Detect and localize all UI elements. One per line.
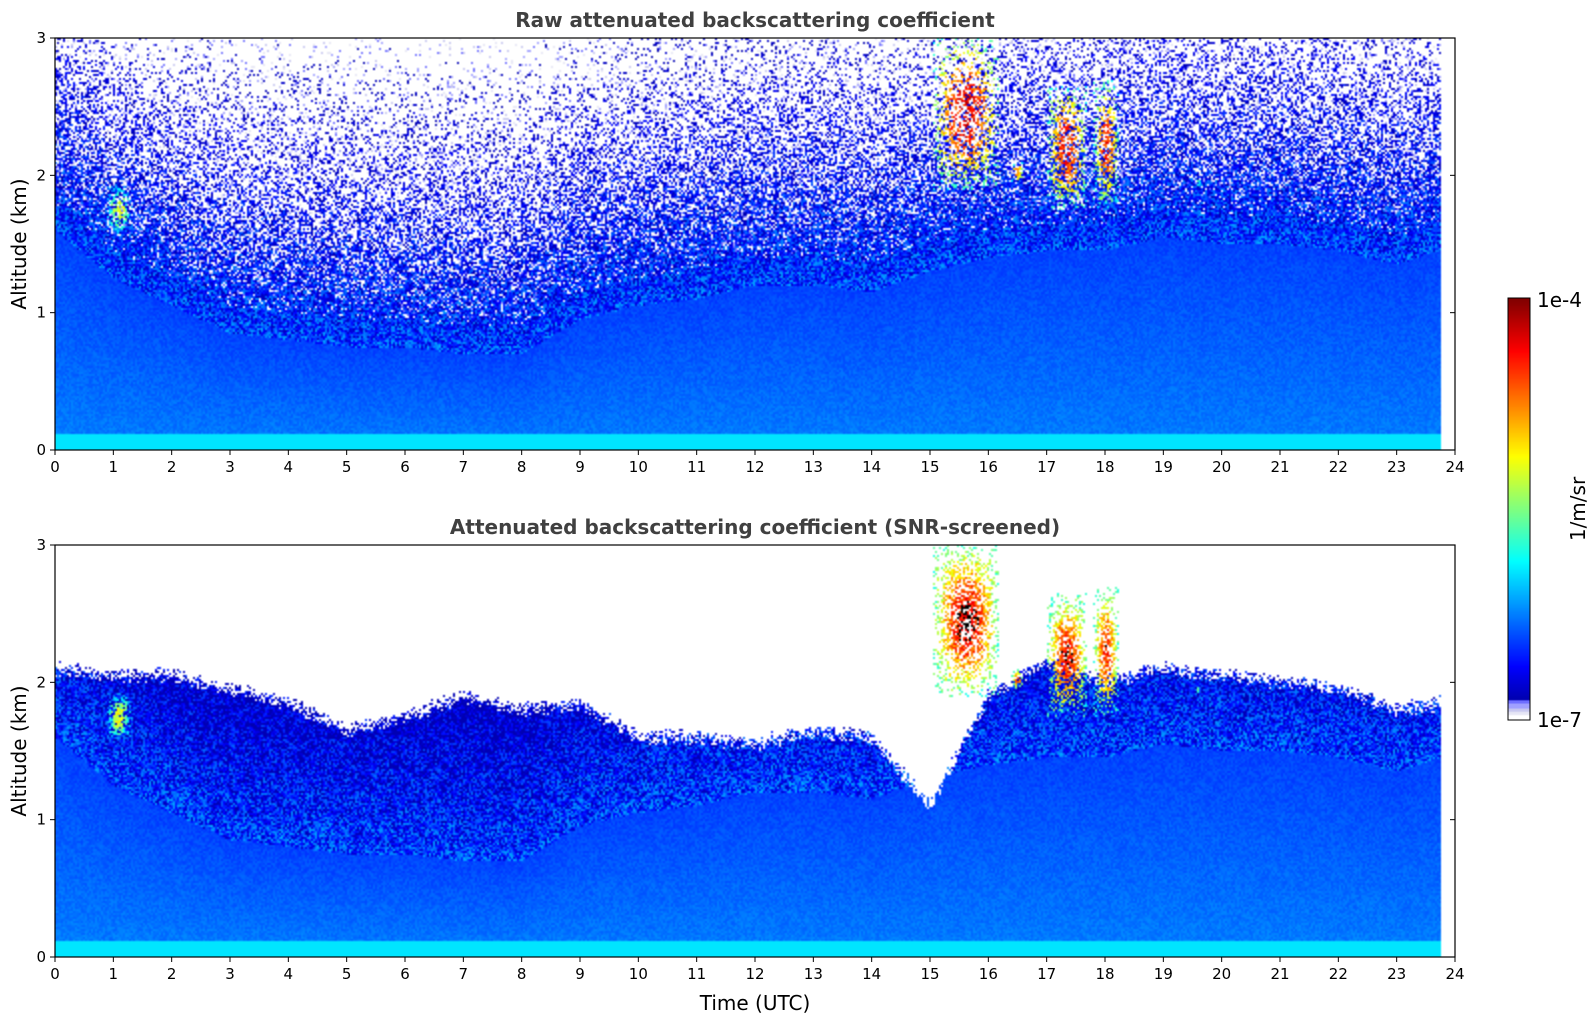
- x-tick-label: 11: [687, 458, 706, 476]
- colorbar-label: 1/m/sr: [1566, 476, 1590, 541]
- x-axis: 0 1 2 3 4 5 6 7 8 9 10 11 12 13 14 15 16 17 18 19 20 21 22 23 24: [50, 957, 1465, 983]
- y-axis-label: Altitude (km): [7, 685, 31, 816]
- x-tick-label: 0: [50, 458, 60, 476]
- x-tick-label: 2: [167, 965, 177, 983]
- x-tick-label: 24: [1445, 965, 1464, 983]
- heatmap-image: [55, 545, 1455, 957]
- x-tick-label: 3: [225, 458, 235, 476]
- x-tick-label: 12: [745, 458, 764, 476]
- x-tick-label: 23: [1387, 458, 1406, 476]
- x-tick-label: 3: [225, 965, 235, 983]
- x-tick-label: 6: [400, 458, 410, 476]
- y-axis: 0 1 2 3: [36, 29, 1455, 459]
- x-tick-label: 16: [979, 965, 998, 983]
- x-tick-label: 7: [459, 965, 469, 983]
- y-tick-label: 0: [36, 948, 46, 966]
- x-tick-label: 0: [50, 965, 60, 983]
- x-tick-label: 20: [1212, 458, 1231, 476]
- x-tick-label: 4: [284, 458, 294, 476]
- x-tick-label: 14: [862, 458, 881, 476]
- x-tick-label: 13: [804, 458, 823, 476]
- colorbar-gradient: [1508, 298, 1530, 720]
- x-tick-label: 17: [1037, 458, 1056, 476]
- x-axis: 0 1 2 3 4 5 6 7 8 9 10 11 12 13 14 15 16 17 18 19 20 21 22 23 24: [50, 450, 1465, 476]
- y-tick-label: 1: [36, 811, 46, 829]
- x-tick-label: 7: [459, 458, 469, 476]
- plot-area: [54, 37, 1456, 451]
- y-axis: 0 1 2 3: [36, 536, 1455, 966]
- x-tick-label: 11: [687, 965, 706, 983]
- x-tick-label: 5: [342, 965, 352, 983]
- panel-screened: Attenuated backscattering coefficient (S…: [7, 515, 1465, 1015]
- x-tick-label: 8: [517, 965, 527, 983]
- y-tick-label: 2: [36, 673, 46, 691]
- y-axis-label: Altitude (km): [7, 178, 31, 309]
- x-tick-label: 22: [1329, 458, 1348, 476]
- colorbar-min-label: 1e-7: [1537, 708, 1582, 732]
- x-tick-label: 18: [1095, 458, 1114, 476]
- colorbar-max-label: 1e-4: [1537, 288, 1582, 312]
- x-tick-label: 6: [400, 965, 410, 983]
- x-tick-label: 21: [1270, 458, 1289, 476]
- x-tick-label: 15: [920, 965, 939, 983]
- x-tick-label: 23: [1387, 965, 1406, 983]
- x-tick-label: 2: [167, 458, 177, 476]
- chart-title: Attenuated backscattering coefficient (S…: [450, 515, 1060, 539]
- x-tick-label: 22: [1329, 965, 1348, 983]
- x-tick-label: 4: [284, 965, 294, 983]
- x-tick-label: 8: [517, 458, 527, 476]
- x-tick-label: 24: [1445, 458, 1464, 476]
- x-tick-label: 1: [109, 965, 119, 983]
- y-tick-label: 3: [36, 536, 46, 554]
- x-tick-label: 14: [862, 965, 881, 983]
- panel-raw: Raw attenuated backscattering coefficien…: [7, 8, 1465, 476]
- x-tick-label: 15: [920, 458, 939, 476]
- y-tick-label: 0: [36, 441, 46, 459]
- chart-title: Raw attenuated backscattering coefficien…: [515, 8, 995, 32]
- x-tick-label: 21: [1270, 965, 1289, 983]
- x-tick-label: 9: [575, 458, 585, 476]
- x-tick-label: 16: [979, 458, 998, 476]
- x-tick-label: 1: [109, 458, 119, 476]
- y-tick-label: 2: [36, 166, 46, 184]
- x-tick-label: 5: [342, 458, 352, 476]
- colorbar: 1e-4 1e-7 1/m/sr: [1507, 288, 1590, 732]
- x-tick-label: 18: [1095, 965, 1114, 983]
- x-tick-label: 10: [629, 458, 648, 476]
- colorbar-frame: [1507, 297, 1531, 721]
- y-tick-label: 1: [36, 304, 46, 322]
- plot-area: [54, 544, 1456, 958]
- y-tick-label: 3: [36, 29, 46, 47]
- x-tick-label: 19: [1154, 965, 1173, 983]
- x-tick-label: 19: [1154, 458, 1173, 476]
- x-tick-label: 13: [804, 965, 823, 983]
- x-tick-label: 12: [745, 965, 764, 983]
- x-tick-label: 10: [629, 965, 648, 983]
- heatmap-image: [55, 38, 1455, 450]
- x-axis-label: Time (UTC): [699, 991, 811, 1015]
- x-tick-label: 20: [1212, 965, 1231, 983]
- x-tick-label: 17: [1037, 965, 1056, 983]
- x-tick-label: 9: [575, 965, 585, 983]
